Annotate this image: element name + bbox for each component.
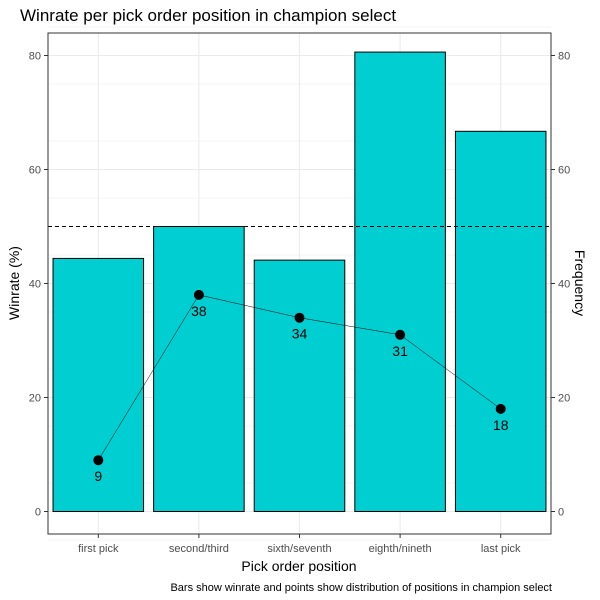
bar-layer: [52, 51, 547, 513]
frequency-label: 9: [94, 468, 102, 484]
y-tick-label: 60: [29, 165, 41, 177]
frequency-point: [193, 289, 204, 300]
bar-second-third: [153, 226, 245, 512]
frequency-label: 18: [493, 417, 509, 433]
chart-caption: Bars show winrate and points show distri…: [170, 582, 552, 594]
frequency-label: 34: [292, 326, 308, 342]
x-axis-title: Pick order position: [241, 558, 356, 574]
frequency-label: 31: [392, 343, 408, 359]
bar-eighth-nineth: [354, 51, 446, 513]
frequency-point: [294, 312, 305, 323]
axis-layer: 0 20 40 60 80 0 20 40 60 80 first pick second/third…: [29, 51, 571, 556]
bar-sixth-seventh: [253, 259, 346, 512]
y-tick-label: 40: [29, 279, 41, 291]
chart-title: Winrate per pick order position in champ…: [20, 6, 397, 25]
frequency-point: [495, 403, 506, 414]
frequency-label-layer: 9 38 34 31 18: [94, 303, 508, 484]
x-tick-label: first pick: [78, 543, 119, 555]
y-right-tick-label: 0: [558, 507, 564, 519]
bar-first-pick: [52, 257, 145, 513]
y-tick-label: 80: [29, 51, 41, 63]
bar-last-pick: [454, 130, 547, 512]
y-axis-title: Winrate (%): [6, 246, 22, 320]
frequency-point-layer: [93, 289, 506, 466]
y-right-tick-label: 80: [558, 51, 570, 63]
y-axis-right-title: Frequency: [572, 250, 588, 316]
y-right-tick-label: 20: [558, 393, 570, 405]
frequency-point: [93, 455, 104, 466]
frequency-point: [395, 329, 406, 340]
x-tick-label: last pick: [481, 543, 521, 555]
x-tick-label: second/third: [169, 543, 229, 555]
y-right-tick-label: 60: [558, 165, 570, 177]
y-tick-label: 20: [29, 393, 41, 405]
x-tick-label: eighth/nineth: [369, 543, 432, 555]
y-tick-label: 0: [35, 507, 41, 519]
frequency-label: 38: [191, 303, 207, 319]
y-right-tick-label: 40: [558, 279, 570, 291]
x-tick-label: sixth/seventh: [267, 543, 331, 555]
